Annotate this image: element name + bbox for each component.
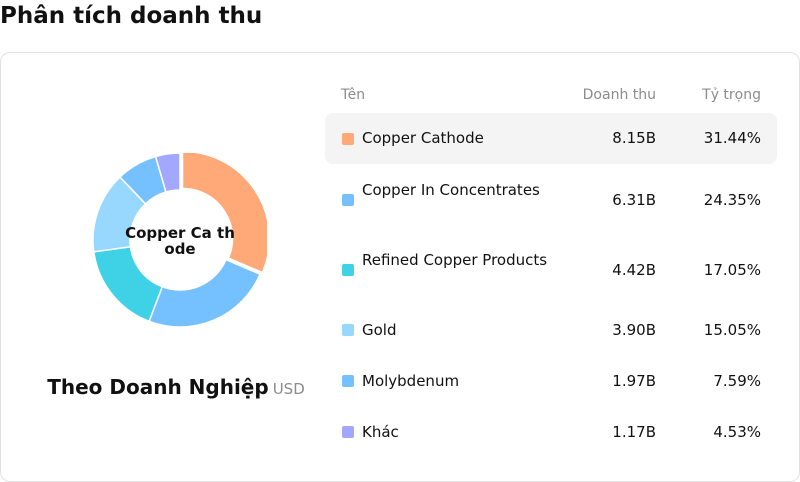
table-row[interactable]: Refined Copper Products 4.42B 17.05% [325,243,777,297]
legend-swatch [342,375,354,387]
row-name: Gold [362,320,397,339]
row-revenue: 1.97B [612,371,656,390]
donut-slice-0[interactable] [181,153,267,274]
table-row[interactable]: Gold 3.90B 15.05% [325,313,777,347]
table-row[interactable]: Copper In Concentrates 6.31B 24.35% [325,173,777,227]
header-name: Tên [341,87,366,103]
row-name: Copper In Concentrates [362,181,540,199]
row-revenue: 4.42B [612,260,656,279]
row-revenue: 8.15B [612,129,656,147]
donut-svg [93,153,267,327]
row-share: 7.59% [713,371,761,390]
row-name: Molybdenum [362,371,460,390]
legend-swatch [342,426,354,438]
table-row[interactable]: Khác 1.17B 4.53% [325,415,777,449]
legend-swatch [342,324,354,336]
legend-swatch [342,264,354,276]
row-name: Khác [362,422,399,441]
caption-unit: USD [272,380,305,398]
table-row[interactable]: Copper Cathode 8.15B 31.44% [325,113,777,164]
row-share: 4.53% [713,422,761,441]
legend-swatch [342,132,354,145]
row-name: Copper Cathode [362,129,484,147]
header-share: Tỷ trọng [702,87,761,103]
row-revenue: 6.31B [612,190,656,209]
revenue-card: Copper Ca thode Theo Doanh Nghiệp USD Tên… [0,52,800,482]
donut-slice-5[interactable] [154,153,181,193]
row-share: 17.05% [703,260,761,279]
caption-title: Theo Doanh Nghiệp [47,375,269,399]
row-share: 15.05% [703,320,761,339]
row-share: 24.35% [703,190,761,209]
table-header: Tên Doanh thu Tỷ trọng [325,87,777,107]
row-name: Refined Copper Products [362,251,548,269]
legend-swatch [342,194,354,206]
row-revenue: 3.90B [612,320,656,339]
donut-center-label: Copper Ca thode [125,224,235,258]
donut-slice-2[interactable] [93,245,164,323]
donut-slice-1[interactable] [148,258,261,327]
row-revenue: 1.17B [612,422,656,441]
donut-chart: Copper Ca thode [93,153,267,327]
row-share: 31.44% [703,129,761,147]
header-revenue: Doanh thu [582,87,656,103]
chart-caption: Theo Doanh Nghiệp USD [1,375,351,399]
page-title: Phân tích doanh thu [0,3,263,29]
table-row[interactable]: Molybdenum 1.97B 7.59% [325,364,777,398]
